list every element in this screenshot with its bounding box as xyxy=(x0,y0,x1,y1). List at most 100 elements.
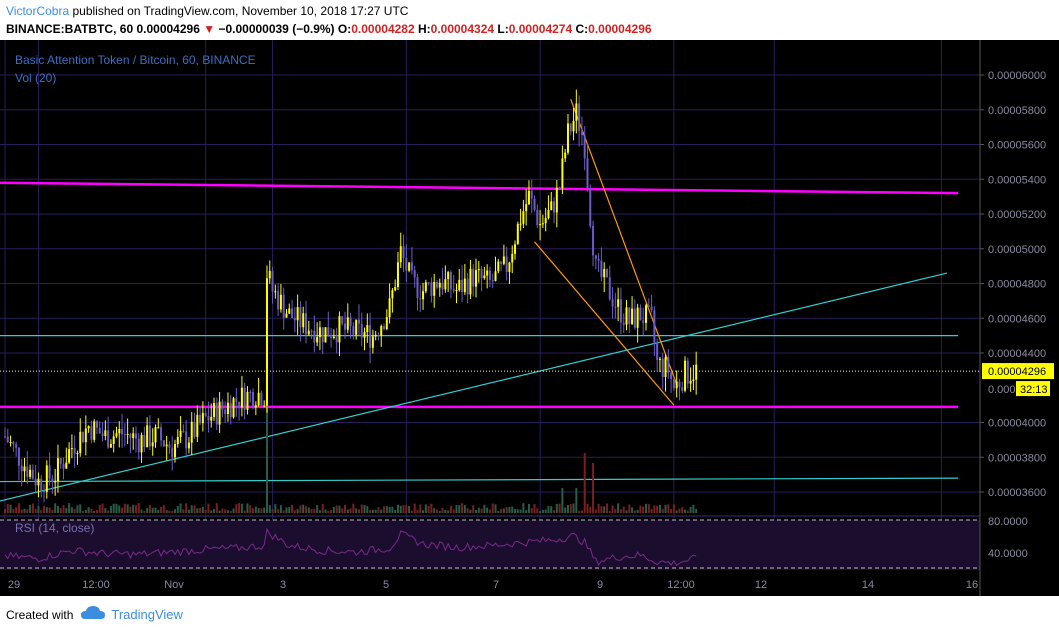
candle-body xyxy=(316,337,319,343)
candle-body xyxy=(51,478,54,483)
volume-bar xyxy=(160,506,163,513)
candle-body xyxy=(165,444,168,447)
candle-body xyxy=(500,261,503,264)
volume-bar xyxy=(196,508,199,513)
candle-body xyxy=(661,358,664,378)
volume-bar xyxy=(486,507,489,513)
candle-body xyxy=(527,190,530,205)
volume-bar xyxy=(123,503,126,513)
volume-bar xyxy=(296,509,299,513)
published-text: published on TradingView.com, November 1… xyxy=(69,4,409,18)
volume-bar xyxy=(54,503,57,513)
candle-body xyxy=(332,336,335,339)
rsi-panel xyxy=(0,519,980,569)
price-tick-label: 0.00003800 xyxy=(988,452,1046,464)
candle-body xyxy=(93,421,96,440)
candle-body xyxy=(277,291,280,310)
volume-bar xyxy=(257,508,260,513)
candle-body xyxy=(79,431,82,454)
volume-bar xyxy=(430,503,433,513)
time-tick-label: 12:00 xyxy=(82,579,110,591)
volume-bar xyxy=(9,504,12,513)
trend-lines xyxy=(0,99,980,502)
author-link[interactable]: VictorCobra xyxy=(6,4,70,18)
volume-bar xyxy=(625,510,628,513)
candle-body xyxy=(29,469,32,477)
volume-bar xyxy=(681,506,684,513)
candle-body xyxy=(118,429,121,434)
candle-body xyxy=(647,305,650,307)
candle-body xyxy=(59,458,62,464)
candle-body xyxy=(243,387,246,410)
volume-bar xyxy=(288,507,291,513)
candle-body xyxy=(146,425,149,448)
candle-body xyxy=(408,262,411,271)
volume-bar xyxy=(193,505,196,513)
volume-bar xyxy=(530,508,533,513)
volume-bar xyxy=(252,508,255,513)
candle-body xyxy=(675,381,678,389)
volume-bar xyxy=(603,506,606,513)
chart-header-publisher: VictorCobra published on TradingView.com… xyxy=(6,4,408,18)
volume-bar xyxy=(293,510,296,513)
candle-body xyxy=(452,289,455,291)
candle-body xyxy=(12,442,15,445)
volume-bar xyxy=(307,507,310,513)
candle-body xyxy=(344,323,347,330)
candle-body xyxy=(240,387,243,408)
volume-bar xyxy=(115,503,118,513)
candle-body xyxy=(444,279,447,290)
candle-body xyxy=(115,433,118,437)
candle-body xyxy=(90,426,93,440)
candle-body xyxy=(472,268,475,287)
candle-body xyxy=(218,401,221,425)
candle-body xyxy=(98,427,101,434)
volume-bar xyxy=(497,510,500,513)
candle-body xyxy=(569,123,572,132)
price-chart[interactable]: 0.00006000 0.00005800 0.00005600 0.00005400… xyxy=(0,40,1059,596)
candle-body xyxy=(461,279,464,293)
volume-bar xyxy=(185,503,188,513)
volume-bar xyxy=(355,508,358,513)
tradingview-brand-link[interactable]: TradingView xyxy=(111,607,183,622)
candle-body xyxy=(48,465,51,479)
volume-bar xyxy=(480,508,483,513)
candle-body xyxy=(583,135,586,159)
candle-body xyxy=(318,327,321,338)
volume-bar xyxy=(23,508,26,513)
volume-bar xyxy=(374,509,377,513)
volume-bar xyxy=(73,508,76,513)
volume-bar xyxy=(396,504,399,513)
candle-body xyxy=(619,299,622,323)
candle-body xyxy=(650,306,653,311)
volume-bar xyxy=(118,505,121,513)
last-price-badge xyxy=(982,363,1054,380)
price-tick-label: 0.00004000 xyxy=(988,418,1046,430)
candle-body xyxy=(558,187,561,189)
volume-bar xyxy=(254,506,257,513)
candle-body xyxy=(210,416,213,421)
candle-body xyxy=(56,458,59,482)
volume-bar xyxy=(483,504,486,513)
volume-bar xyxy=(271,508,274,513)
candle-body xyxy=(642,320,645,323)
last-price-text: 0.00004296 xyxy=(136,22,200,36)
candle-body xyxy=(514,244,517,254)
volume-bar xyxy=(452,509,455,513)
price-tick-label: 0.00003600 xyxy=(988,487,1046,499)
volume-bar xyxy=(511,506,514,513)
volume-bar xyxy=(383,506,386,513)
down-arrow-icon: ▼ xyxy=(203,22,216,36)
candle-body xyxy=(324,327,327,343)
candle-body xyxy=(291,308,294,319)
volume-bar xyxy=(76,505,79,513)
price-tick-label: 0.00005400 xyxy=(988,174,1046,186)
candle-body xyxy=(126,433,129,435)
volume-bar xyxy=(321,504,324,513)
candle-body xyxy=(491,280,494,282)
candle-body xyxy=(502,256,505,264)
price-tick-label: 0.00005800 xyxy=(988,105,1046,117)
candle-body xyxy=(689,380,692,384)
candle-body xyxy=(508,262,511,272)
volume-bar xyxy=(667,504,670,513)
